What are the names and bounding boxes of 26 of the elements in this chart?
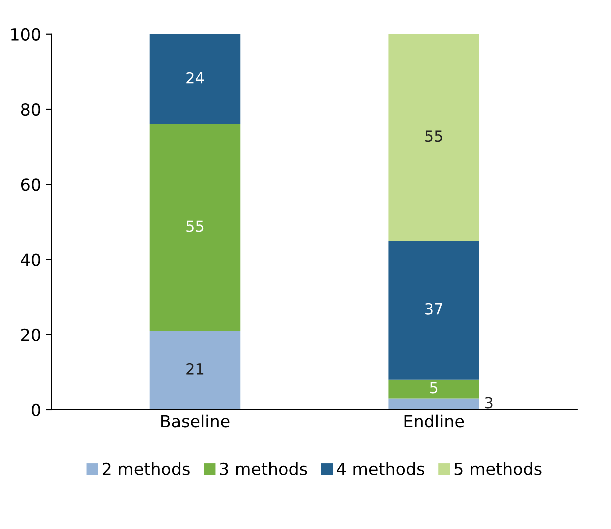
data-label: 37 (426, 303, 442, 315)
legend-label: 4 methods (337, 462, 424, 476)
bar (150, 34, 241, 125)
bar (388, 398, 480, 410)
data-label: 21 (186, 363, 204, 375)
y-tick-label: 60 (21, 178, 40, 192)
y-tick-label: 40 (21, 254, 40, 266)
data-label: 24 (186, 72, 204, 84)
y-tick-label: 0 (32, 404, 40, 417)
data-label: 5 (430, 382, 438, 394)
data-label: 55 (186, 220, 204, 232)
legend-label: 5 methods (454, 462, 542, 476)
bar (388, 240, 480, 380)
bar (150, 331, 241, 410)
bar (150, 124, 241, 332)
legend-label: 3 methods (220, 462, 308, 476)
bar (388, 380, 480, 399)
y-tick-label: 100 (12, 28, 40, 41)
bar (388, 34, 480, 241)
data-label: 3 (485, 397, 493, 409)
x-tick-label: Baseline (162, 414, 230, 428)
y-tick-label: 80 (21, 103, 40, 116)
y-tick-label: 20 (22, 328, 40, 342)
x-tick-label: Endline (404, 414, 464, 428)
data-label: 55 (426, 130, 442, 142)
legend-label: 2 methods (102, 462, 190, 476)
